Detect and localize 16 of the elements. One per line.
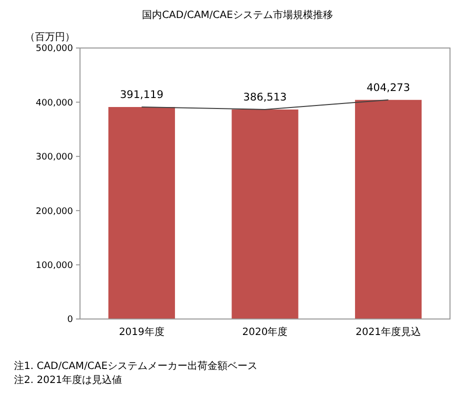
y-tick-label: 0 — [67, 315, 74, 326]
y-tick-label: 100,000 — [36, 260, 74, 271]
y-tick-label: 200,000 — [36, 206, 74, 217]
y-tick-label: 400,000 — [36, 98, 74, 108]
x-tick-label: 2020年度 — [242, 326, 288, 338]
data-label: 404,273 — [366, 82, 410, 94]
y-tick-label: 500,000 — [36, 44, 74, 54]
chart-title: 国内CAD/CAM/CAEシステム市場規模推移 — [142, 9, 333, 21]
x-tick-label: 2021年度見込 — [356, 326, 422, 338]
x-tick-label: 2019年度 — [118, 326, 164, 338]
y-tick-label: 300,000 — [36, 152, 74, 163]
text: 注1. CAD/CAM/CAEシステムメーカー出荷金額ベース — [14, 360, 258, 372]
y-axis-title: （百万円） — [25, 32, 75, 43]
text: 注2. 2021年度は見込値 — [14, 374, 122, 386]
data-label: 391,119 — [120, 89, 164, 102]
data-label: 386,513 — [243, 92, 287, 104]
